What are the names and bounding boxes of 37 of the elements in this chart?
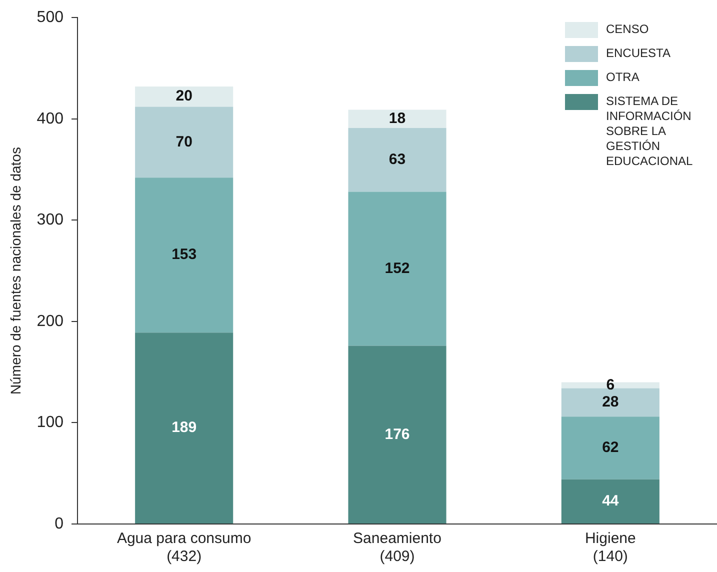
y-tick-label: 100 <box>36 414 64 432</box>
y-tick-label: 300 <box>36 212 64 229</box>
y-tick-label: 200 <box>36 312 64 330</box>
bar <box>135 332 234 524</box>
y-axis-title: Número de fuentes nacionales de datos <box>7 147 24 395</box>
legend-label: OTRA <box>606 70 640 85</box>
bar <box>348 192 446 346</box>
data-label: 28 <box>602 394 619 411</box>
bar <box>561 388 660 417</box>
bar <box>348 110 446 128</box>
data-label: 63 <box>388 151 406 168</box>
y-tick-label: 400 <box>36 110 64 128</box>
bar <box>348 128 446 192</box>
y-tick-label: 0 <box>54 515 64 532</box>
data-label: 189 <box>172 419 197 436</box>
x-tick-label: Higiene (140) <box>584 530 636 566</box>
legend-label: ENCUESTA <box>606 46 670 61</box>
data-label: 6 <box>606 376 615 394</box>
bar <box>135 178 234 333</box>
bar <box>135 86 234 107</box>
bar <box>561 416 660 480</box>
legend-label: SISTEMA DE INFORMACIÓN SOBRE LA GESTIÓN EDUCACIONAL <box>606 94 694 169</box>
data-label: 152 <box>384 260 410 277</box>
data-label: 62 <box>602 439 619 456</box>
data-label: 20 <box>176 88 192 105</box>
data-label: 18 <box>388 110 406 128</box>
bar <box>561 479 660 524</box>
y-tick-label: 500 <box>36 9 64 26</box>
data-label: 44 <box>602 492 620 510</box>
x-tick-label: Agua para consumo (432) <box>116 530 252 566</box>
legend-label: CENSO <box>606 22 649 37</box>
data-label: 70 <box>176 133 192 150</box>
x-tick-label: Saneamiento (409) <box>353 530 442 566</box>
bar <box>348 346 446 524</box>
data-label: 176 <box>384 426 410 443</box>
data-label: 153 <box>172 246 197 264</box>
bar <box>135 106 234 178</box>
